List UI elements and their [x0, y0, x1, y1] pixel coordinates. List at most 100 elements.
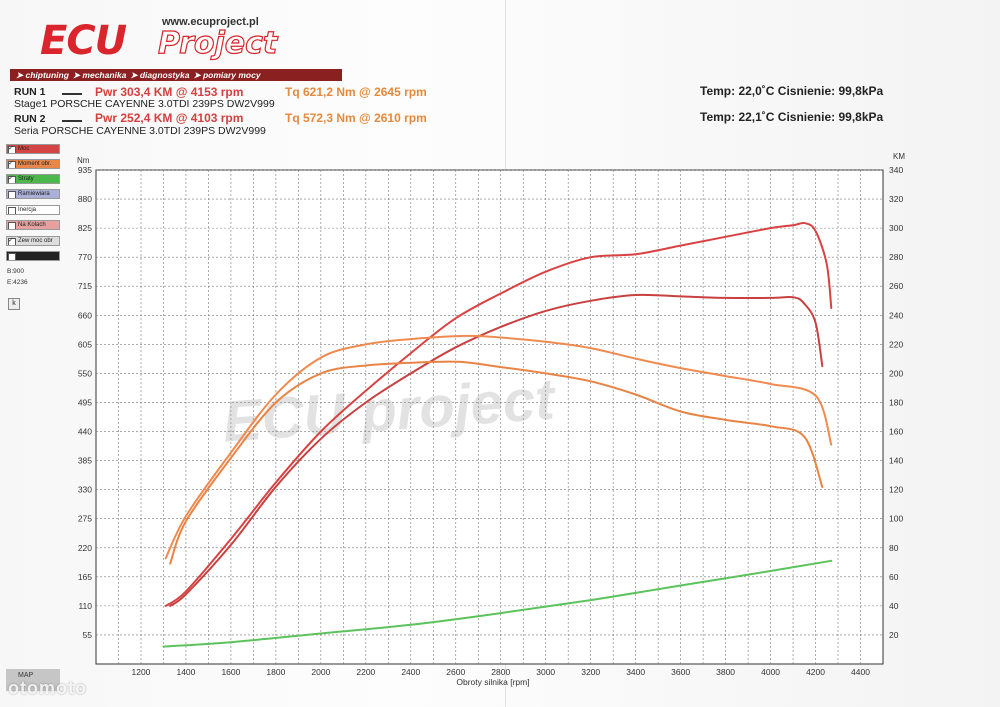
- x-tick-label: 2600: [446, 667, 465, 677]
- y-left-tick-label: 385: [78, 456, 92, 466]
- run2-description: Seria PORSCHE CAYENNE 3.0TDI 239PS DW2V9…: [14, 125, 266, 137]
- y-right-tick-label: 180: [889, 397, 903, 407]
- run1-label: RUN 1: [14, 86, 46, 98]
- chart-series: [162, 221, 833, 648]
- legend-item-zew-moc[interactable]: Zew moc obr: [6, 236, 60, 246]
- y-right-tick-label: 80: [889, 543, 899, 553]
- x-tick-label: 3600: [671, 667, 690, 677]
- x-tick-label: 1400: [176, 667, 195, 677]
- y-right-tick-label: 60: [889, 572, 899, 582]
- y-left-tick-label: 935: [78, 165, 92, 175]
- y-left-tick-label: 605: [78, 339, 92, 349]
- legend-checkbox[interactable]: [8, 222, 16, 229]
- legend-checkbox[interactable]: [8, 161, 16, 168]
- y-left-tick-label: 220: [78, 543, 92, 553]
- y-right-tick-label: 320: [889, 194, 903, 204]
- legend-item-blank[interactable]: [6, 251, 60, 261]
- chart-ticks: 1200 1400 1600 1800 2000 2200 2400 2600 2800 3000…: [78, 165, 904, 677]
- legend-item-na-kolach[interactable]: Na Kolach: [6, 220, 60, 230]
- x-tick-label: 3200: [581, 667, 600, 677]
- x-tick-label: 1800: [266, 667, 285, 677]
- run1-line-sample: [62, 93, 82, 95]
- y-left-tick-label: 330: [78, 485, 92, 495]
- y-left-tick-label: 880: [78, 194, 92, 204]
- e-stat: E:4236: [7, 279, 28, 286]
- y-left-tick-label: 165: [78, 572, 92, 582]
- run1-power: Pwr 303,4 KM @ 4153 rpm: [95, 85, 244, 99]
- plot-area: [95, 169, 884, 665]
- y-right-tick-label: 100: [889, 514, 903, 524]
- run2-torque: Tq 572,3 Nm @ 2610 rpm: [285, 111, 427, 125]
- x-tick-label: 3400: [626, 667, 645, 677]
- legend-checkbox[interactable]: [8, 146, 16, 153]
- logo-url: www.ecuproject.pl: [162, 16, 259, 28]
- x-tick-label: 3000: [536, 667, 555, 677]
- x-tick-label: 2200: [356, 667, 375, 677]
- x-tick-label: 1600: [221, 667, 240, 677]
- y-right-tick-label: 40: [889, 601, 899, 611]
- legend-item-straty[interactable]: Straty: [6, 174, 60, 184]
- y-right-tick-label: 240: [889, 310, 903, 320]
- k-button[interactable]: k: [8, 298, 20, 310]
- y-left-axis-label: Nm: [77, 156, 90, 165]
- legend-checkbox[interactable]: [8, 207, 16, 214]
- legend-checkbox[interactable]: [8, 191, 16, 198]
- series-moment-obr-run2: [169, 360, 824, 565]
- y-left-tick-label: 110: [78, 601, 92, 611]
- run2-conditions: Temp: 22,1˚C Cisnienie: 99,8kPa: [700, 110, 884, 124]
- legend-item-moc[interactable]: Moc: [6, 144, 60, 154]
- y-left-tick-label: 275: [78, 514, 92, 524]
- y-right-axis-label: KM: [893, 152, 905, 161]
- y-right-tick-label: 200: [889, 368, 903, 378]
- x-tick-label: 2000: [311, 667, 330, 677]
- x-tick-label: 2400: [401, 667, 420, 677]
- legend-checkbox[interactable]: [8, 253, 16, 260]
- y-left-tick-label: 660: [78, 310, 92, 320]
- x-tick-label: 4000: [761, 667, 780, 677]
- map-panel: [6, 669, 60, 691]
- x-tick-label: 2800: [491, 667, 510, 677]
- legend-label: Moc: [18, 146, 30, 152]
- y-left-tick-label: 825: [78, 223, 92, 233]
- run2-label: RUN 2: [14, 113, 46, 125]
- x-tick-label: 3800: [716, 667, 735, 677]
- y-right-tick-label: 140: [889, 456, 903, 466]
- ecu-project-logo: www.ecuproject.pl ECU Project: [40, 16, 310, 64]
- run1-torque: Tq 621,2 Nm @ 2645 rpm: [285, 85, 427, 99]
- b-stat: B:900: [7, 268, 24, 275]
- series-straty: [162, 559, 833, 648]
- legend-checkbox[interactable]: [8, 176, 16, 183]
- run2-power: Pwr 252,4 KM @ 4103 rpm: [95, 111, 244, 125]
- y-left-tick-label: 440: [78, 427, 92, 437]
- y-left-tick-label: 770: [78, 252, 92, 262]
- legend-item-inercja[interactable]: Inercja: [6, 205, 60, 215]
- y-right-tick-label: 160: [889, 427, 903, 437]
- y-left-tick-label: 715: [78, 281, 92, 291]
- x-tick-label: 4200: [806, 667, 825, 677]
- y-right-tick-label: 300: [889, 223, 903, 233]
- legend-label: Zew moc obr: [18, 238, 53, 244]
- legend-item-moment[interactable]: Moment obr.: [6, 159, 60, 169]
- y-right-tick-label: 220: [889, 339, 903, 349]
- legend-checkbox[interactable]: [8, 238, 16, 245]
- legend-item-ramiewiara[interactable]: Ramiewiara: [6, 189, 60, 199]
- y-right-tick-label: 260: [889, 281, 903, 291]
- nav-item-chiptuning: ➤ chiptuning: [16, 69, 69, 80]
- run2-line-sample: [62, 120, 82, 122]
- map-label: MAP: [18, 672, 34, 679]
- y-right-tick-label: 280: [889, 252, 903, 262]
- legend-label: Straty: [18, 176, 34, 182]
- legend-label: Ramiewiara: [18, 191, 50, 197]
- nav-item-diagnostyka: ➤ diagnostyka: [130, 69, 190, 80]
- service-nav-bar: ➤ chiptuning ➤ mechanika ➤ diagnostyka ➤…: [10, 69, 342, 81]
- y-left-tick-label: 495: [78, 397, 92, 407]
- y-right-tick-label: 340: [889, 165, 903, 175]
- legend-label: Moment obr.: [18, 161, 52, 167]
- y-right-tick-label: 120: [889, 485, 903, 495]
- logo-project-text: Project: [157, 25, 278, 61]
- x-axis-label: Obroty silnika [rpm]: [456, 677, 529, 687]
- y-left-tick-label: 550: [78, 368, 92, 378]
- logo-ecu-text: ECU: [40, 18, 127, 64]
